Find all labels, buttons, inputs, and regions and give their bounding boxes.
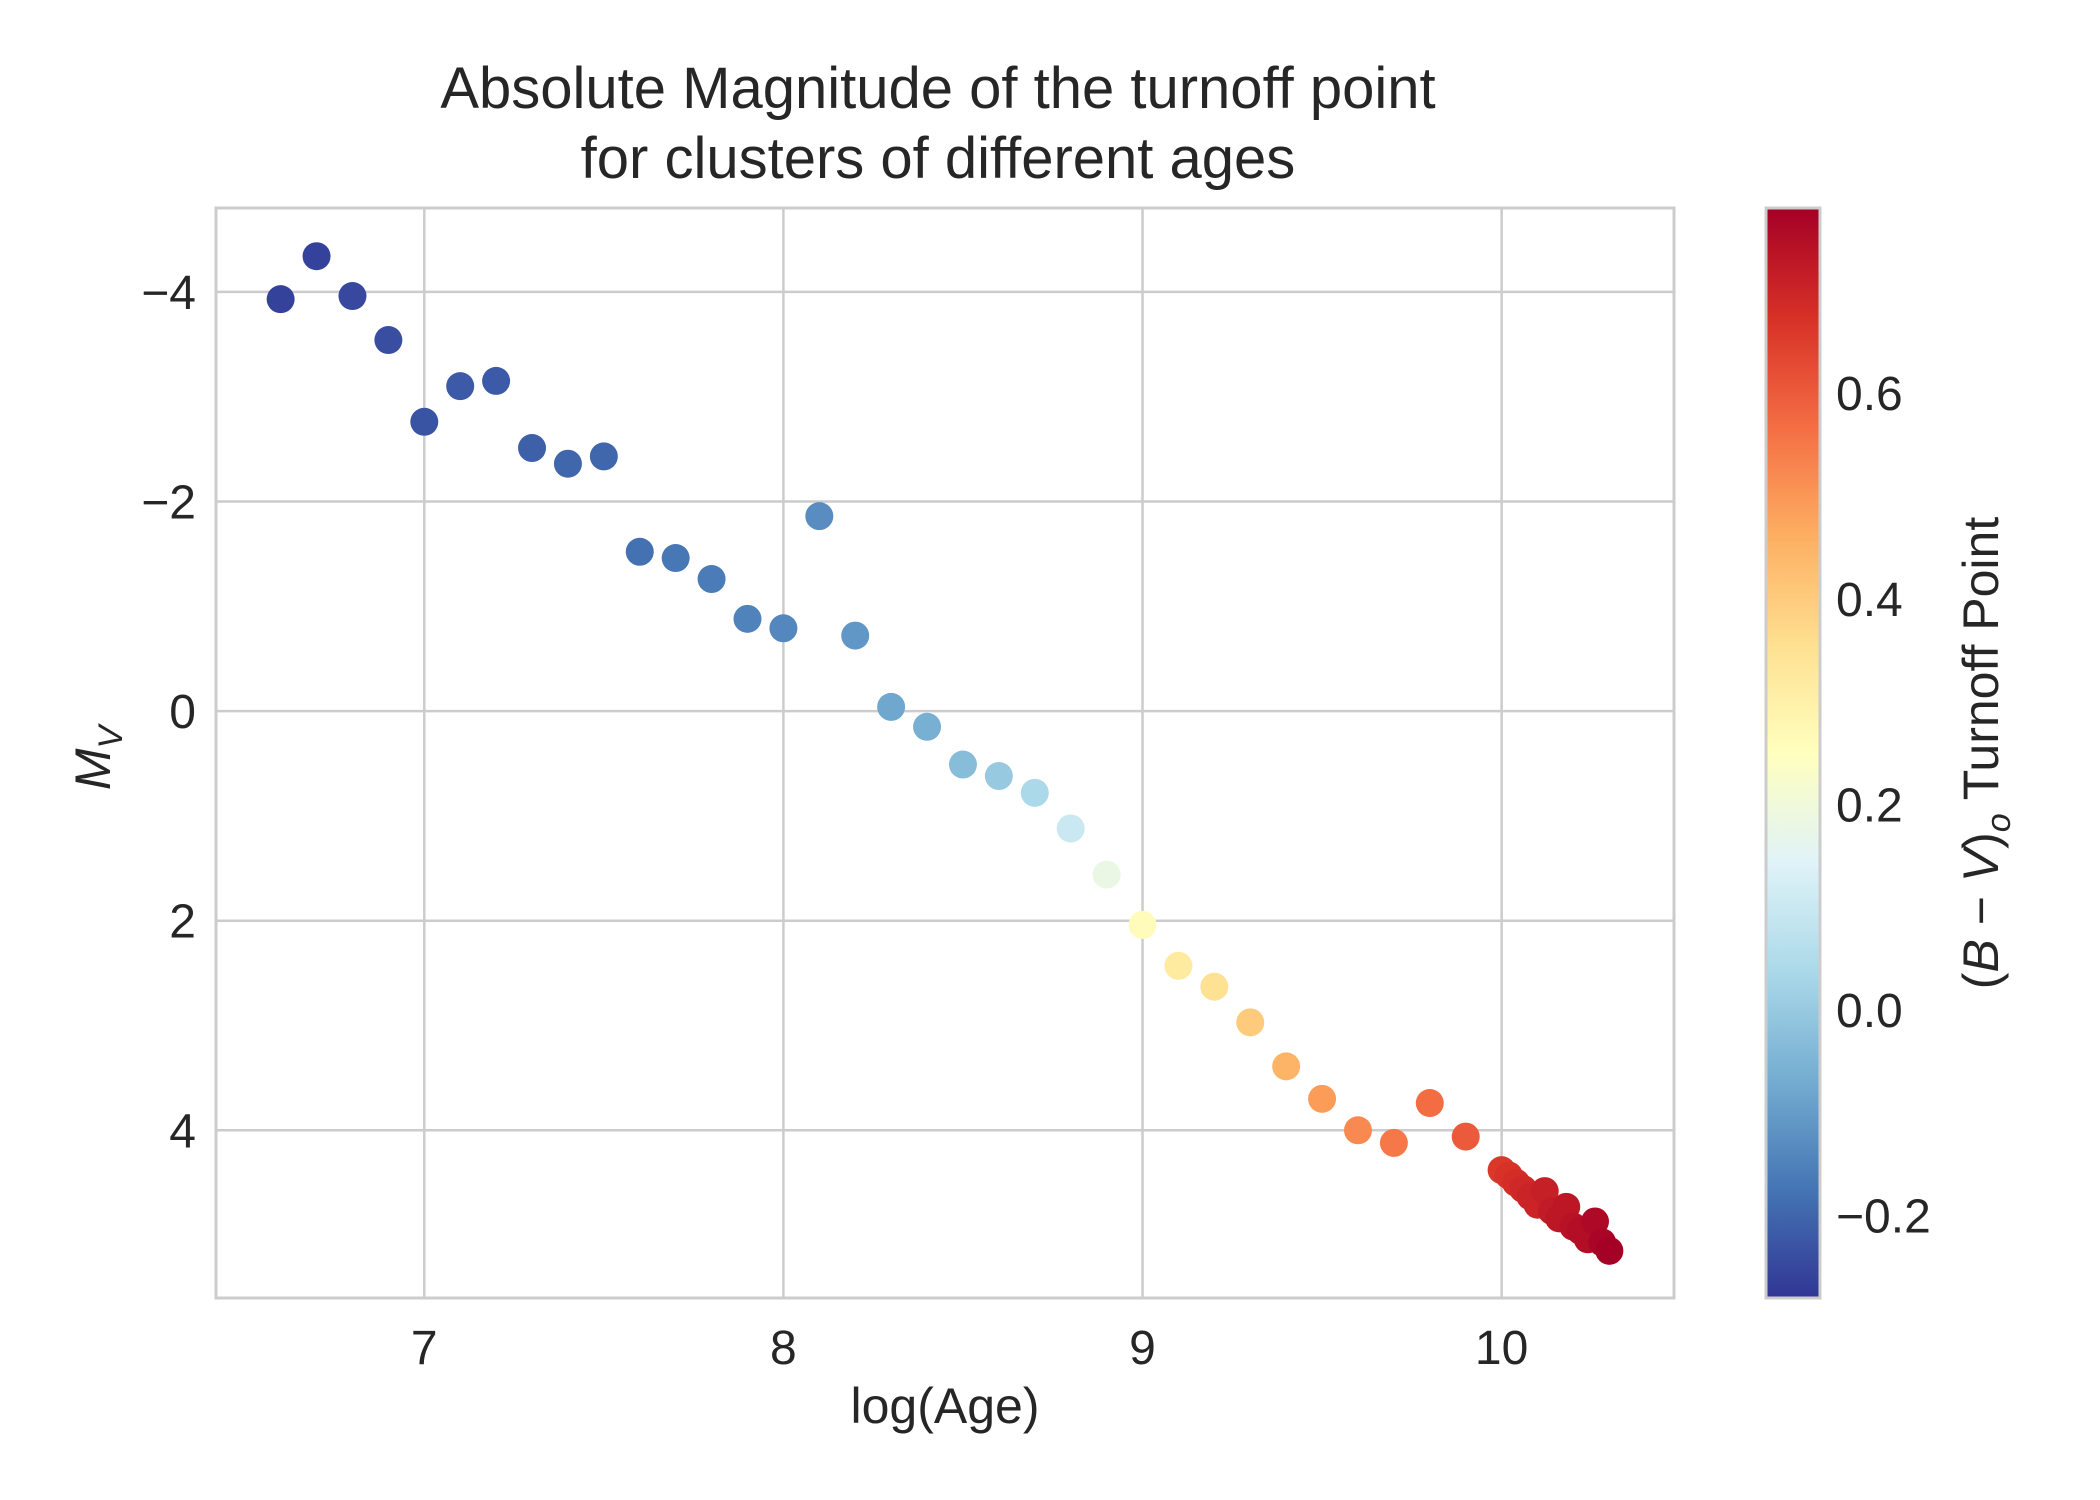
colorbar-tick-label: 0.0 [1836, 985, 1903, 1038]
colorbar-tick-labels: −0.2 0.0 0.2 0.4 0.6 [1836, 368, 1931, 1244]
plot-frame [214, 206, 1676, 1300]
y-tick-label: 0 [169, 686, 196, 739]
data-point [1451, 1122, 1480, 1151]
colorbar-label: (B − V)o Turnoff Point [1953, 517, 2018, 990]
data-point [410, 407, 439, 436]
data-point [482, 366, 511, 395]
y-tick-label: 2 [169, 896, 196, 949]
colorbar-label-sub: o [1980, 813, 2018, 832]
data-point [1164, 951, 1193, 980]
colorbar-tick-label: 0.6 [1836, 368, 1903, 421]
data-point [877, 692, 906, 721]
data-point [1595, 1236, 1624, 1265]
y-tick-label: 4 [169, 1105, 196, 1158]
x-tick-label: 7 [411, 1322, 438, 1375]
data-point [589, 442, 618, 471]
x-axis-label: log(Age) [851, 1378, 1040, 1434]
colorbar-label-open: ( [1953, 972, 2009, 989]
data-point [1272, 1052, 1301, 1081]
data-point [266, 285, 295, 314]
data-point [1128, 910, 1157, 939]
y-axis-label-sub: V [92, 723, 130, 749]
colorbar-tick-label: −0.2 [1836, 1191, 1931, 1244]
y-tick-label: −4 [141, 267, 196, 320]
data-point [518, 434, 547, 463]
data-point [841, 621, 870, 650]
data-point [1379, 1128, 1408, 1157]
y-axis-label-main: M [65, 748, 121, 790]
data-point [1415, 1089, 1444, 1118]
data-point [1020, 778, 1049, 807]
colorbar-label-rest: Turnoff Point [1953, 517, 2009, 814]
colorbar-label-b: B [1953, 939, 2009, 972]
x-tick-label: 10 [1475, 1322, 1528, 1375]
data-point [733, 604, 762, 633]
chart-title-line-2: for clusters of different ages [581, 126, 1296, 191]
colorbar-label-minus: − [1953, 882, 2009, 939]
grid-lines [216, 208, 1674, 1298]
data-point [1056, 814, 1085, 843]
data-point [338, 282, 367, 311]
data-point [661, 544, 690, 573]
data-point [1200, 972, 1229, 1001]
colorbar [1764, 206, 1822, 1300]
data-point [1308, 1084, 1337, 1113]
data-point [302, 242, 331, 271]
y-axis-label: MV [65, 723, 130, 791]
colorbar-tick-label: 0.2 [1836, 779, 1903, 832]
colorbar-label-close: ) [1953, 832, 2009, 849]
data-point [1343, 1116, 1372, 1145]
colorbar-tick-label: 0.4 [1836, 574, 1903, 627]
chart-title-line-1: Absolute Magnitude of the turnoff point [440, 56, 1435, 121]
data-point [913, 712, 942, 741]
data-point [1092, 860, 1121, 889]
x-tick-label: 8 [770, 1322, 797, 1375]
data-point [984, 762, 1013, 791]
data-point [697, 565, 726, 594]
y-tick-labels: −4 −2 0 2 4 [141, 267, 196, 1158]
data-point [625, 537, 654, 566]
data-points [266, 242, 1624, 1265]
colorbar-label-v: V [1953, 844, 2009, 882]
data-point [553, 449, 582, 478]
x-tick-label: 9 [1129, 1322, 1156, 1375]
y-tick-label: −2 [141, 476, 196, 529]
data-point [446, 372, 475, 401]
x-tick-labels: 7 8 9 10 [411, 1322, 1528, 1375]
data-point [374, 326, 403, 355]
data-point [948, 750, 977, 779]
data-point [805, 502, 834, 531]
data-point [1236, 1008, 1265, 1037]
data-point [769, 614, 798, 643]
